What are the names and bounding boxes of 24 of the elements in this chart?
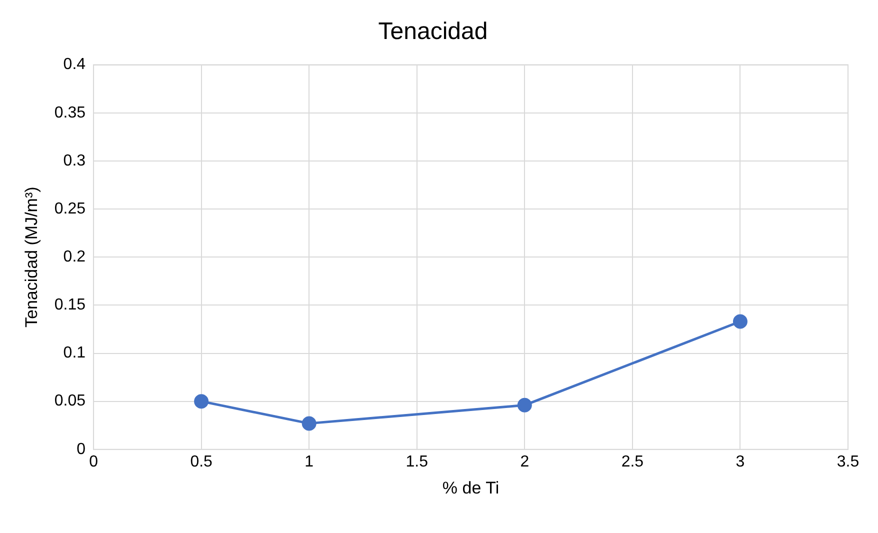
- y-tick-label: 0.3: [63, 152, 86, 170]
- y-tick-label: 0.25: [54, 200, 86, 218]
- y-tick-label: 0.4: [63, 56, 86, 74]
- x-tick-label: 1.5: [406, 453, 428, 470]
- x-tick-label: 3.5: [836, 453, 860, 470]
- y-tick-label: 0: [76, 440, 86, 458]
- y-axis-title: Tenacidad (MJ/m³): [22, 186, 41, 328]
- point: [302, 416, 316, 431]
- x-tick-label: 0: [89, 453, 98, 470]
- y-tick-label: 0.2: [63, 248, 86, 266]
- x-tick-label: 1: [304, 453, 314, 470]
- x-tick-label: 0.5: [190, 453, 213, 470]
- y-tick-label: 0.15: [54, 296, 86, 314]
- x-tick-label: 2.5: [621, 453, 644, 470]
- x-axis-title: % de Ti: [442, 478, 500, 498]
- y-tick-label: 0.1: [63, 344, 86, 362]
- x-tick-label: 3: [736, 453, 745, 470]
- y-tick-label: 0.05: [54, 392, 86, 410]
- point: [194, 394, 209, 409]
- point: [732, 314, 748, 329]
- y-tick-label: 0.35: [54, 104, 86, 122]
- point: [517, 398, 532, 412]
- x-tick-label: 2: [520, 453, 530, 470]
- chart-title: Tenacidad: [378, 18, 488, 46]
